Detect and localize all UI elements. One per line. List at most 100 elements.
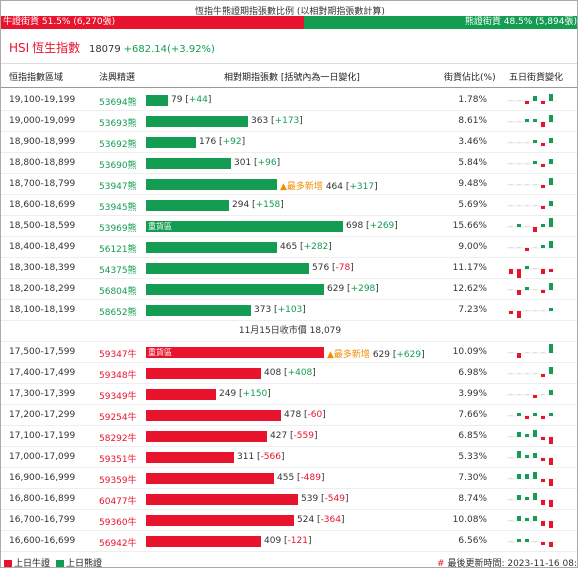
sparkline-bar <box>525 416 529 419</box>
sparkline-bar <box>533 430 537 437</box>
bear-legend: 上日熊證 <box>56 556 102 567</box>
contracts-value: 629 [+298] <box>327 284 379 294</box>
warrant-code-link[interactable]: 53969熊 <box>99 224 137 234</box>
sparkline-bar <box>517 474 521 479</box>
sparkline-bar <box>509 499 513 500</box>
sparkline-bar <box>549 367 553 374</box>
table-row: 16,700-16,799 59360牛 524 [-364] 10.08% <box>1 510 577 531</box>
sparkline-bar <box>549 542 553 547</box>
warrant-code-link[interactable]: 60477牛 <box>99 497 137 507</box>
sparkline-bar <box>517 247 521 248</box>
warrant-code-link[interactable]: 53690熊 <box>99 161 137 171</box>
warrant-code-link[interactable]: 59360牛 <box>99 518 137 528</box>
warrant-code-link[interactable]: 56942牛 <box>99 539 137 549</box>
header-code: 法興精選 <box>99 73 136 83</box>
warrant-code-link[interactable]: 53947熊 <box>99 182 137 192</box>
range-cell: 18,900-18,999 <box>9 137 76 147</box>
sparkline-bar <box>525 352 529 353</box>
sparkline-bar <box>541 437 545 440</box>
five-day-sparkline <box>507 472 557 486</box>
warrant-code-link[interactable]: 54375熊 <box>99 266 137 276</box>
warrant-code-link[interactable]: 59348牛 <box>99 371 137 381</box>
warrant-code-link[interactable]: 59349牛 <box>99 392 137 402</box>
sparkline-bar <box>533 205 537 206</box>
sparkline-bar <box>541 143 545 146</box>
daily-change: -364 <box>320 515 341 525</box>
table-row: 17,000-17,099 59351牛 311 [-566] 5.33% <box>1 447 577 468</box>
warrant-code-link[interactable]: 53692熊 <box>99 140 137 150</box>
sparkline-bar <box>533 493 537 500</box>
sparkline-bar <box>517 205 521 206</box>
sparkline-bar <box>509 184 513 185</box>
sparkline-bar <box>541 479 545 482</box>
sparkline-bar <box>517 432 521 437</box>
contracts-value: 524 [-364] <box>297 515 345 525</box>
sparkline-bar <box>541 521 545 526</box>
sparkline-bar <box>525 310 529 311</box>
contracts-value: 465 [+282] <box>280 242 332 252</box>
warrant-code-link[interactable]: 53693熊 <box>99 119 137 129</box>
warrant-code-link[interactable]: 59347牛 <box>99 350 137 360</box>
warrant-code-link[interactable]: 53694熊 <box>99 98 137 108</box>
contracts-value: 79 [+44] <box>171 95 212 105</box>
warrant-code-link[interactable]: 53945熊 <box>99 203 137 213</box>
share-percent: 15.66% <box>452 221 487 231</box>
warrant-code-link[interactable]: 58292牛 <box>99 434 137 444</box>
contracts-value: 311 [-566] <box>237 452 285 462</box>
daily-change: +150 <box>242 389 268 399</box>
five-day-sparkline <box>507 451 557 465</box>
update-time: # 最後更新時間: 2023-11-16 08: <box>437 556 577 567</box>
sparkline-bar <box>533 268 537 269</box>
sparkline-bar <box>541 164 545 167</box>
range-cell: 16,600-16,699 <box>9 536 76 546</box>
sparkline-bar <box>549 218 553 227</box>
sparkline-bar <box>549 437 553 444</box>
sparkline-bar <box>533 96 537 101</box>
sparkline-bar <box>549 201 553 206</box>
sparkline-bar <box>517 495 521 500</box>
sparkline-bar <box>509 520 513 521</box>
sparkline-bar <box>533 453 537 458</box>
table-row: 18,900-18,999 53692熊 176 [+92] 3.46% <box>1 132 577 153</box>
contracts-count: 465 <box>280 242 298 252</box>
sparkline-bar <box>549 178 553 185</box>
range-cell: 19,000-19,099 <box>9 116 76 126</box>
warrant-code-link[interactable]: 56121熊 <box>99 245 137 255</box>
range-cell: 17,100-17,199 <box>9 431 76 441</box>
index-change: +682.14(+3.92%) <box>123 44 215 55</box>
table-row: 16,900-16,999 59359牛 455 [-489] 7.30% <box>1 468 577 489</box>
contracts-bar <box>146 242 277 253</box>
contracts-count: 311 <box>237 452 255 462</box>
warrant-code-link[interactable]: 59254牛 <box>99 413 137 423</box>
bull-legend-label: 上日牛證 <box>14 559 51 568</box>
five-day-sparkline <box>507 367 557 377</box>
contracts-count: 249 <box>219 389 237 399</box>
contracts-bar <box>146 95 168 106</box>
warrant-code-link[interactable]: 59359牛 <box>99 476 137 486</box>
table-row: 19,100-19,199 53694熊 79 [+44] 1.78% <box>1 90 577 111</box>
sparkline-bar <box>533 289 537 290</box>
contracts-count: 629 <box>372 350 390 360</box>
five-day-sparkline <box>507 115 557 127</box>
warrant-code-link[interactable]: 56804熊 <box>99 287 137 297</box>
share-percent: 3.99% <box>458 389 487 399</box>
sparkline-bar <box>517 100 521 101</box>
sparkline-bar <box>525 163 529 164</box>
share-percent: 6.56% <box>458 536 487 546</box>
contracts-value: 301 [+96] <box>234 158 281 168</box>
warrant-code-link[interactable]: 58652熊 <box>99 308 137 318</box>
contracts-value: 455 [-489] <box>277 473 325 483</box>
contracts-bar <box>146 473 274 484</box>
contracts-value: 408 [+408] <box>264 368 316 378</box>
sparkline-bar <box>509 478 513 479</box>
sparkline-bar <box>549 344 553 353</box>
sparkline-bar <box>517 539 521 542</box>
table-row: 18,700-18,799 53947熊 ▲最多新增 464 [+317] 9.48% <box>1 174 577 195</box>
sparkline-bar <box>509 142 513 143</box>
sparkline-bar <box>509 289 513 290</box>
sparkline-bar <box>549 138 553 143</box>
range-cell: 16,900-16,999 <box>9 473 76 483</box>
sparkline-bar <box>525 497 529 500</box>
up-arrow-icon: ▲ <box>280 182 287 192</box>
warrant-code-link[interactable]: 59351牛 <box>99 455 137 465</box>
